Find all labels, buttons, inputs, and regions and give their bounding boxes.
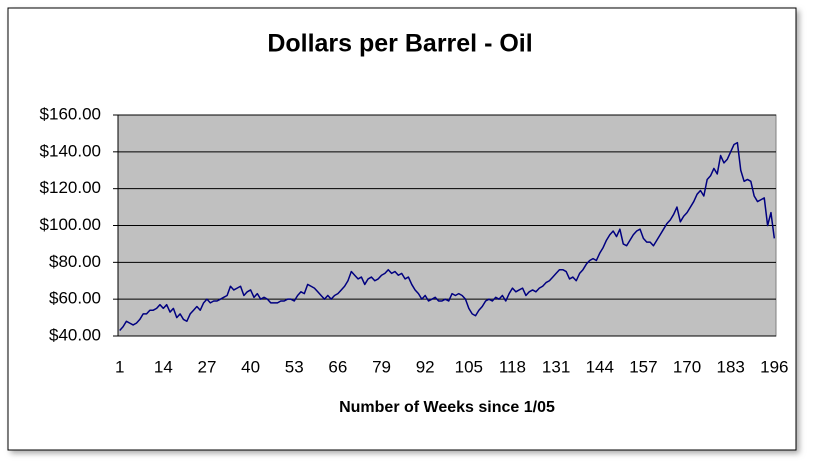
y-tick-label: $140.00 [40, 141, 101, 160]
y-tick-label: $40.00 [49, 325, 101, 344]
x-tick-label: 27 [198, 357, 217, 376]
x-tick-label: 131 [542, 357, 570, 376]
x-tick-label: 183 [716, 357, 744, 376]
y-tick-label: $120.00 [40, 178, 101, 197]
x-tick-label: 92 [416, 357, 435, 376]
x-tick-label: 1 [115, 357, 124, 376]
x-tick-label: 157 [629, 357, 657, 376]
x-tick-label: 79 [372, 357, 391, 376]
x-tick-label: 53 [285, 357, 304, 376]
line-series [119, 141, 776, 331]
x-tick-label: 118 [499, 357, 526, 376]
y-tick-label: $160.00 [40, 104, 101, 123]
chart-title: Dollars per Barrel - Oil [267, 30, 532, 58]
x-tick-label: 105 [455, 357, 483, 376]
y-tick-label: $60.00 [49, 289, 101, 308]
y-tick-label: $100.00 [40, 215, 101, 234]
x-axis-title: Number of Weeks since 1/05 [339, 399, 555, 416]
y-tick-label: $80.00 [49, 252, 101, 271]
x-tick-label: 196 [760, 357, 788, 376]
x-tick-label: 40 [241, 357, 260, 376]
x-tick-label: 66 [328, 357, 347, 376]
x-tick-label: 14 [154, 357, 173, 376]
x-tick-label: 170 [673, 357, 701, 376]
x-tick-label: 144 [586, 357, 614, 376]
